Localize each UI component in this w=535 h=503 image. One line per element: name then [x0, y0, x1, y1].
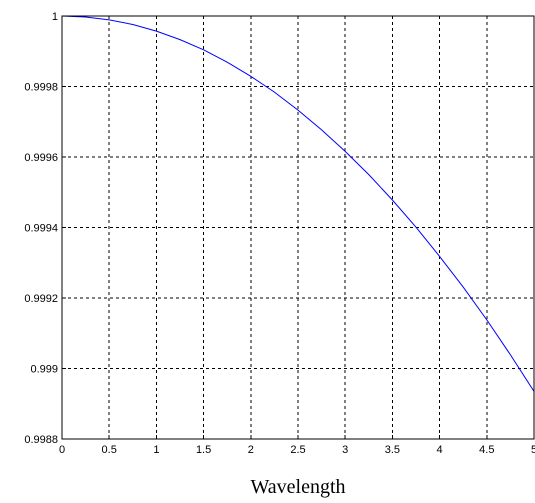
- x-tick-label: 3: [342, 444, 348, 456]
- x-tick-label: 5: [531, 444, 535, 456]
- y-axis: 0.9988 0.999 0.9992 0.9994 0.9996 0.9998 1: [24, 11, 66, 446]
- x-tick-label: 0: [59, 444, 65, 456]
- series-line: [61, 15, 535, 392]
- y-tick-label: 0.9996: [24, 152, 58, 164]
- x-axis-label: Wavelength: [250, 476, 345, 498]
- y-tick-label: 0.9992: [24, 293, 58, 305]
- x-tick-label: 4: [437, 444, 443, 456]
- y-tick-label: 0.999: [30, 364, 58, 376]
- x-tick-label: 4.5: [479, 444, 494, 456]
- y-tick-label: 0.9994: [24, 223, 58, 235]
- grid: [62, 16, 534, 439]
- y-tick-label: 1: [52, 11, 58, 23]
- x-tick-label: 3.5: [385, 444, 400, 456]
- series-group: [61, 15, 535, 392]
- x-axis: 0 0.5 1 1.5 2 2.5 3 3.5 4 4.5 5: [59, 435, 535, 456]
- y-tick-label: 0.9998: [24, 82, 58, 94]
- x-tick-label: 0.5: [102, 444, 117, 456]
- x-tick-label: 1: [153, 444, 159, 456]
- x-tick-label: 1.5: [196, 444, 211, 456]
- x-tick-label: 2: [248, 444, 254, 456]
- x-tick-label: 2.5: [290, 444, 305, 456]
- y-tick-label: 0.9988: [24, 434, 58, 446]
